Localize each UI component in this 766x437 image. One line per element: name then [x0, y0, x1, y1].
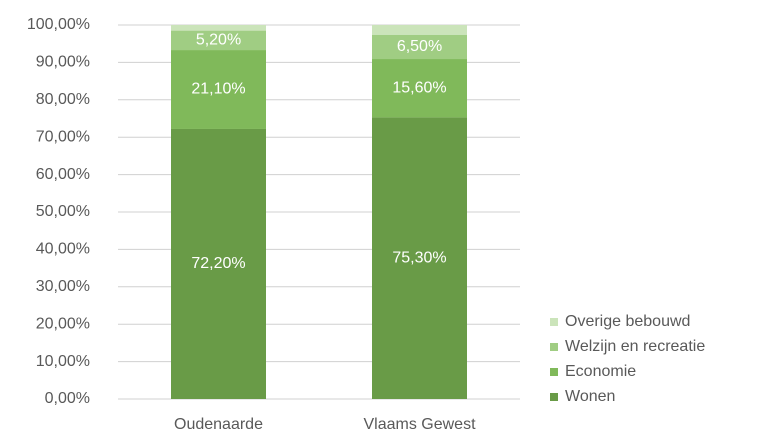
bar-segment: [171, 128, 266, 400]
legend-label: Overige bebouwd: [565, 313, 690, 330]
data-label: 75,30%: [392, 249, 446, 266]
data-label: 15,60%: [392, 79, 446, 96]
legend-label: Wonen: [565, 388, 615, 405]
y-tick-label: 100,00%: [27, 16, 90, 33]
legend-swatch: [550, 393, 558, 401]
bar-segment: [372, 59, 467, 118]
y-tick-label: 0,00%: [45, 390, 90, 407]
y-tick-label: 70,00%: [36, 128, 90, 145]
bar-segment: [372, 25, 467, 35]
legend-label: Economie: [565, 363, 636, 380]
x-tick-label: Oudenaarde: [174, 416, 263, 433]
bar-segment: [372, 117, 467, 400]
bar-segment: [171, 50, 266, 129]
data-label: 21,10%: [191, 81, 245, 98]
x-tick-label: Vlaams Gewest: [363, 416, 476, 433]
y-tick-label: 20,00%: [36, 315, 90, 332]
y-tick-label: 30,00%: [36, 278, 90, 295]
y-tick-label: 10,00%: [36, 353, 90, 370]
legend-swatch: [550, 343, 558, 351]
bar-segment: [171, 25, 266, 31]
y-tick-label: 40,00%: [36, 241, 90, 258]
legend-label: Welzijn en recreatie: [565, 338, 705, 355]
legend-swatch: [550, 318, 558, 326]
data-label: 5,20%: [196, 32, 241, 49]
bar-segment: [372, 34, 467, 60]
y-tick-label: 50,00%: [36, 203, 90, 220]
legend-swatch: [550, 368, 558, 376]
data-label: 72,20%: [191, 255, 245, 272]
y-tick-label: 90,00%: [36, 54, 90, 71]
bar-segment: [171, 30, 266, 51]
data-label: 6,50%: [397, 38, 442, 55]
y-tick-label: 60,00%: [36, 166, 90, 183]
y-tick-label: 80,00%: [36, 91, 90, 108]
